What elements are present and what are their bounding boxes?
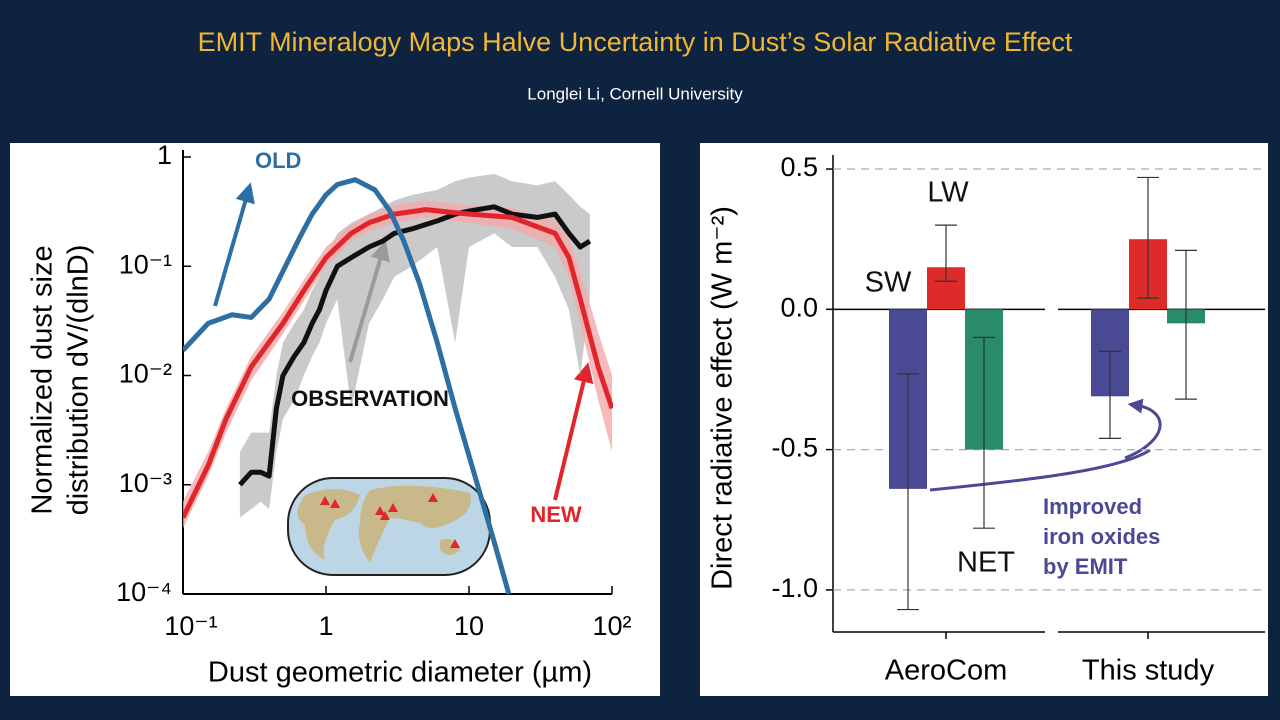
series-label: OBSERVATION — [291, 386, 449, 411]
slide-subtitle: Longlei Li, Cornell University — [527, 84, 743, 103]
world-map-inset — [287, 477, 491, 576]
error-bar — [1137, 176, 1159, 299]
plot-area — [183, 173, 613, 595]
error-bar — [1175, 249, 1197, 400]
error-bar — [1099, 350, 1121, 439]
annotation: Improved — [1043, 494, 1142, 519]
improvement-arrow-a — [1124, 398, 1162, 460]
size-distribution-chart: 10⁻¹ 1 10 10² 10⁻⁴ 10⁻³ 10⁻² 10⁻¹ 1 Dust geometri… — [27, 140, 632, 689]
y-tick-label: 10⁻³ — [119, 468, 172, 498]
y-tick-label: 10⁻² — [119, 359, 172, 389]
x-tick-label: 1 — [318, 611, 333, 641]
y-tick-label: 1 — [157, 140, 172, 170]
radiative-effect-chart: 0.5 0.0 -0.5 -1.0 Direct radiative effect (W… — [707, 152, 1265, 687]
y-axis-label: Direct radiative effect (W m⁻²) — [707, 206, 739, 590]
data-line — [183, 207, 613, 519]
y-tick-label: 10⁻⁴ — [116, 577, 172, 607]
series-label: LW — [927, 177, 969, 209]
slide-title: EMIT Mineralogy Maps Halve Uncertainty i… — [198, 27, 1073, 57]
error-bar — [897, 373, 919, 611]
x-tick-label: 10 — [454, 611, 484, 641]
y-axis-label: Normalized dust size — [27, 245, 59, 514]
old-arrow — [213, 182, 255, 307]
data-line — [238, 204, 592, 487]
series-label: SW — [865, 267, 912, 299]
y-tick-label: 10⁻¹ — [119, 249, 172, 279]
y-tick-label: 0.5 — [780, 152, 818, 182]
y-tick-label: 0.0 — [780, 292, 818, 322]
y-tick-label: -0.5 — [771, 433, 818, 463]
x-tick-label: AeroCom — [885, 655, 1008, 687]
series-label: OLD — [255, 148, 301, 173]
x-tick-label: 10² — [592, 611, 631, 641]
data-line — [183, 177, 512, 595]
error-bar — [973, 336, 995, 529]
x-axis-label: Dust geometric diameter (µm) — [208, 657, 592, 689]
y-axis-label: distribution dV/(dlnD) — [63, 245, 95, 516]
series-label: NEW — [530, 502, 582, 527]
annotation: by EMIT — [1043, 554, 1128, 579]
annotation: iron oxides — [1043, 524, 1160, 549]
error-bar — [935, 224, 957, 282]
x-tick-label: This study — [1082, 655, 1215, 687]
series-label: NET — [957, 547, 1015, 579]
improvement-arrow-b — [929, 448, 1151, 492]
new-arrow — [553, 362, 594, 501]
x-tick-label: 10⁻¹ — [164, 611, 217, 641]
y-tick-label: -1.0 — [771, 573, 818, 603]
